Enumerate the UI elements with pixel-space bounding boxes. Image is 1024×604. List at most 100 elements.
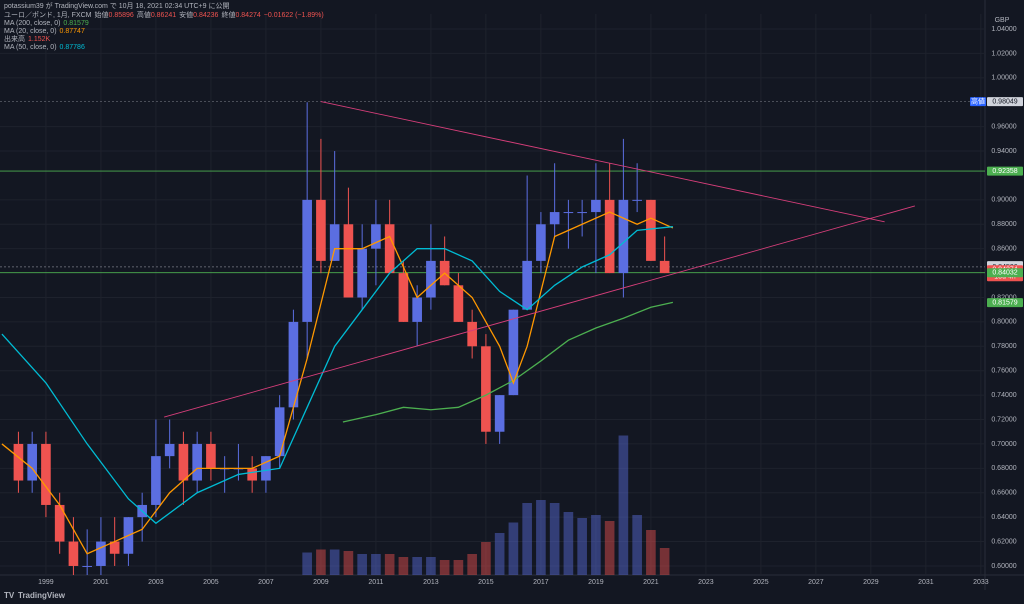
candle-body — [481, 346, 491, 432]
volume-bar — [439, 560, 450, 575]
grid — [0, 14, 985, 575]
plot — [0, 101, 985, 575]
candle-body — [549, 212, 560, 225]
candle-body — [426, 260, 436, 298]
ohlc-label: 高値 — [137, 10, 151, 19]
candle-body — [288, 321, 299, 408]
candle-body — [371, 224, 381, 249]
indicator-value: 0.87786 — [60, 44, 85, 51]
y-tick-label: 1.02000 — [991, 50, 1016, 57]
volume-bar — [522, 503, 532, 575]
candle-body — [577, 212, 587, 214]
price-label: 0.84032 — [992, 270, 1017, 277]
currency: GBP — [995, 17, 1010, 24]
indicator-value: 0.81579 — [63, 20, 88, 27]
ohlc-value: 0.85896 — [109, 12, 134, 19]
axes: 0.60000 0.62000 0.64000 0.66000 0.68000 0.700… — [38, 26, 1023, 586]
x-tick-label: 1999 — [38, 579, 54, 586]
volume-bar — [371, 554, 381, 575]
indicator-label: MA (200, close, 0) — [4, 20, 60, 27]
candle-body — [522, 260, 532, 310]
volume-bar — [329, 549, 340, 575]
ma-line — [342, 301, 674, 423]
y-tick-label: 0.72000 — [991, 416, 1016, 423]
y-tick-label: 0.88000 — [991, 221, 1016, 228]
x-tick-label: 2001 — [93, 579, 109, 586]
symbol: ユーロ／ポンド, 1月, FXCM 始値0.85896 高値0.86241 安値 0.8… — [4, 10, 324, 19]
candle-body — [206, 443, 216, 469]
y-tick-label: 0.94000 — [991, 148, 1016, 155]
price-label: 0.92358 — [992, 168, 1017, 175]
volume-bar — [549, 503, 560, 575]
symbol-name: ユーロ／ポンド, 1月, FXCM — [4, 11, 92, 19]
x-tick-label: 2023 — [698, 579, 714, 586]
candle-body — [536, 224, 546, 261]
price-label-bg — [987, 298, 1023, 308]
candle-body — [13, 443, 24, 481]
candle-body — [192, 443, 202, 481]
candle-body — [508, 309, 519, 396]
candle-body — [54, 504, 65, 542]
volume-bar — [453, 560, 464, 575]
volume-bar — [577, 518, 587, 575]
candle-body — [384, 224, 395, 274]
volume-bar — [659, 548, 670, 575]
candle-body — [412, 297, 422, 322]
volume-bar — [343, 551, 354, 575]
x-tick-label: 2013 — [423, 579, 439, 586]
candle-body — [274, 407, 285, 457]
y-tick-label: 1.00000 — [991, 75, 1016, 82]
trend-line — [164, 205, 916, 418]
candle-body — [247, 468, 257, 481]
volume-bar — [618, 435, 629, 575]
volume-bar — [357, 554, 367, 575]
x-tick-label: 2031 — [918, 579, 934, 586]
volume-bar — [481, 542, 491, 575]
indicator-label: MA (20, close, 0) — [4, 28, 57, 35]
y-tick-label: 0.90000 — [991, 197, 1016, 204]
tag-bg — [970, 97, 986, 107]
volume-bar — [384, 554, 395, 575]
ohlc-label: 安値 — [179, 10, 193, 19]
candle-body — [467, 321, 477, 347]
candle-body — [453, 285, 464, 322]
change: −0.01622 (−1.89%) — [264, 12, 324, 19]
ohlc-value: 0.84274 — [235, 12, 260, 19]
price-label: 0.98049 — [992, 98, 1017, 105]
x-tick-label: 2011 — [368, 579, 383, 586]
x-tick-label: 2015 — [478, 579, 494, 586]
volume-bar — [412, 557, 422, 575]
legend: ユーロ／ポンド, 1月, FXCM 始値0.85896 高値0.86241 安値 0.8… — [4, 10, 324, 51]
y-tick-label: 0.60000 — [991, 563, 1016, 570]
volume-bar — [426, 557, 436, 575]
candle-body — [591, 199, 601, 213]
candle-body — [618, 199, 629, 274]
ohlc-label: 始値 — [95, 10, 109, 19]
volume-bar — [316, 549, 326, 575]
y-tick-label: 0.68000 — [991, 465, 1016, 472]
logo: TradingView — [18, 591, 66, 600]
y-tick-label: 0.66000 — [991, 490, 1016, 497]
candle-body — [68, 541, 79, 566]
y-tick-label: 0.82000 — [991, 294, 1016, 301]
price-label-bg — [987, 166, 1023, 176]
candle-body — [96, 541, 106, 566]
ohlc-value: 0.86241 — [151, 12, 176, 19]
candle-body — [494, 395, 505, 432]
volume-bar — [646, 530, 656, 575]
x-tick-label: 2007 — [258, 579, 274, 586]
candle-body — [398, 273, 409, 322]
volume-bar — [632, 515, 642, 575]
y-tick-label: 0.62000 — [991, 538, 1016, 545]
candle-body — [82, 565, 92, 567]
candle-body — [164, 443, 175, 457]
indicator: MA (20, close, 0) 0.87747 — [4, 28, 85, 35]
volume-bar — [494, 533, 505, 575]
candle-body — [329, 224, 340, 261]
volume-bar — [467, 554, 477, 575]
candle-body — [302, 199, 312, 322]
y-tick-label: 0.64000 — [991, 514, 1016, 521]
candle-body — [343, 224, 354, 298]
